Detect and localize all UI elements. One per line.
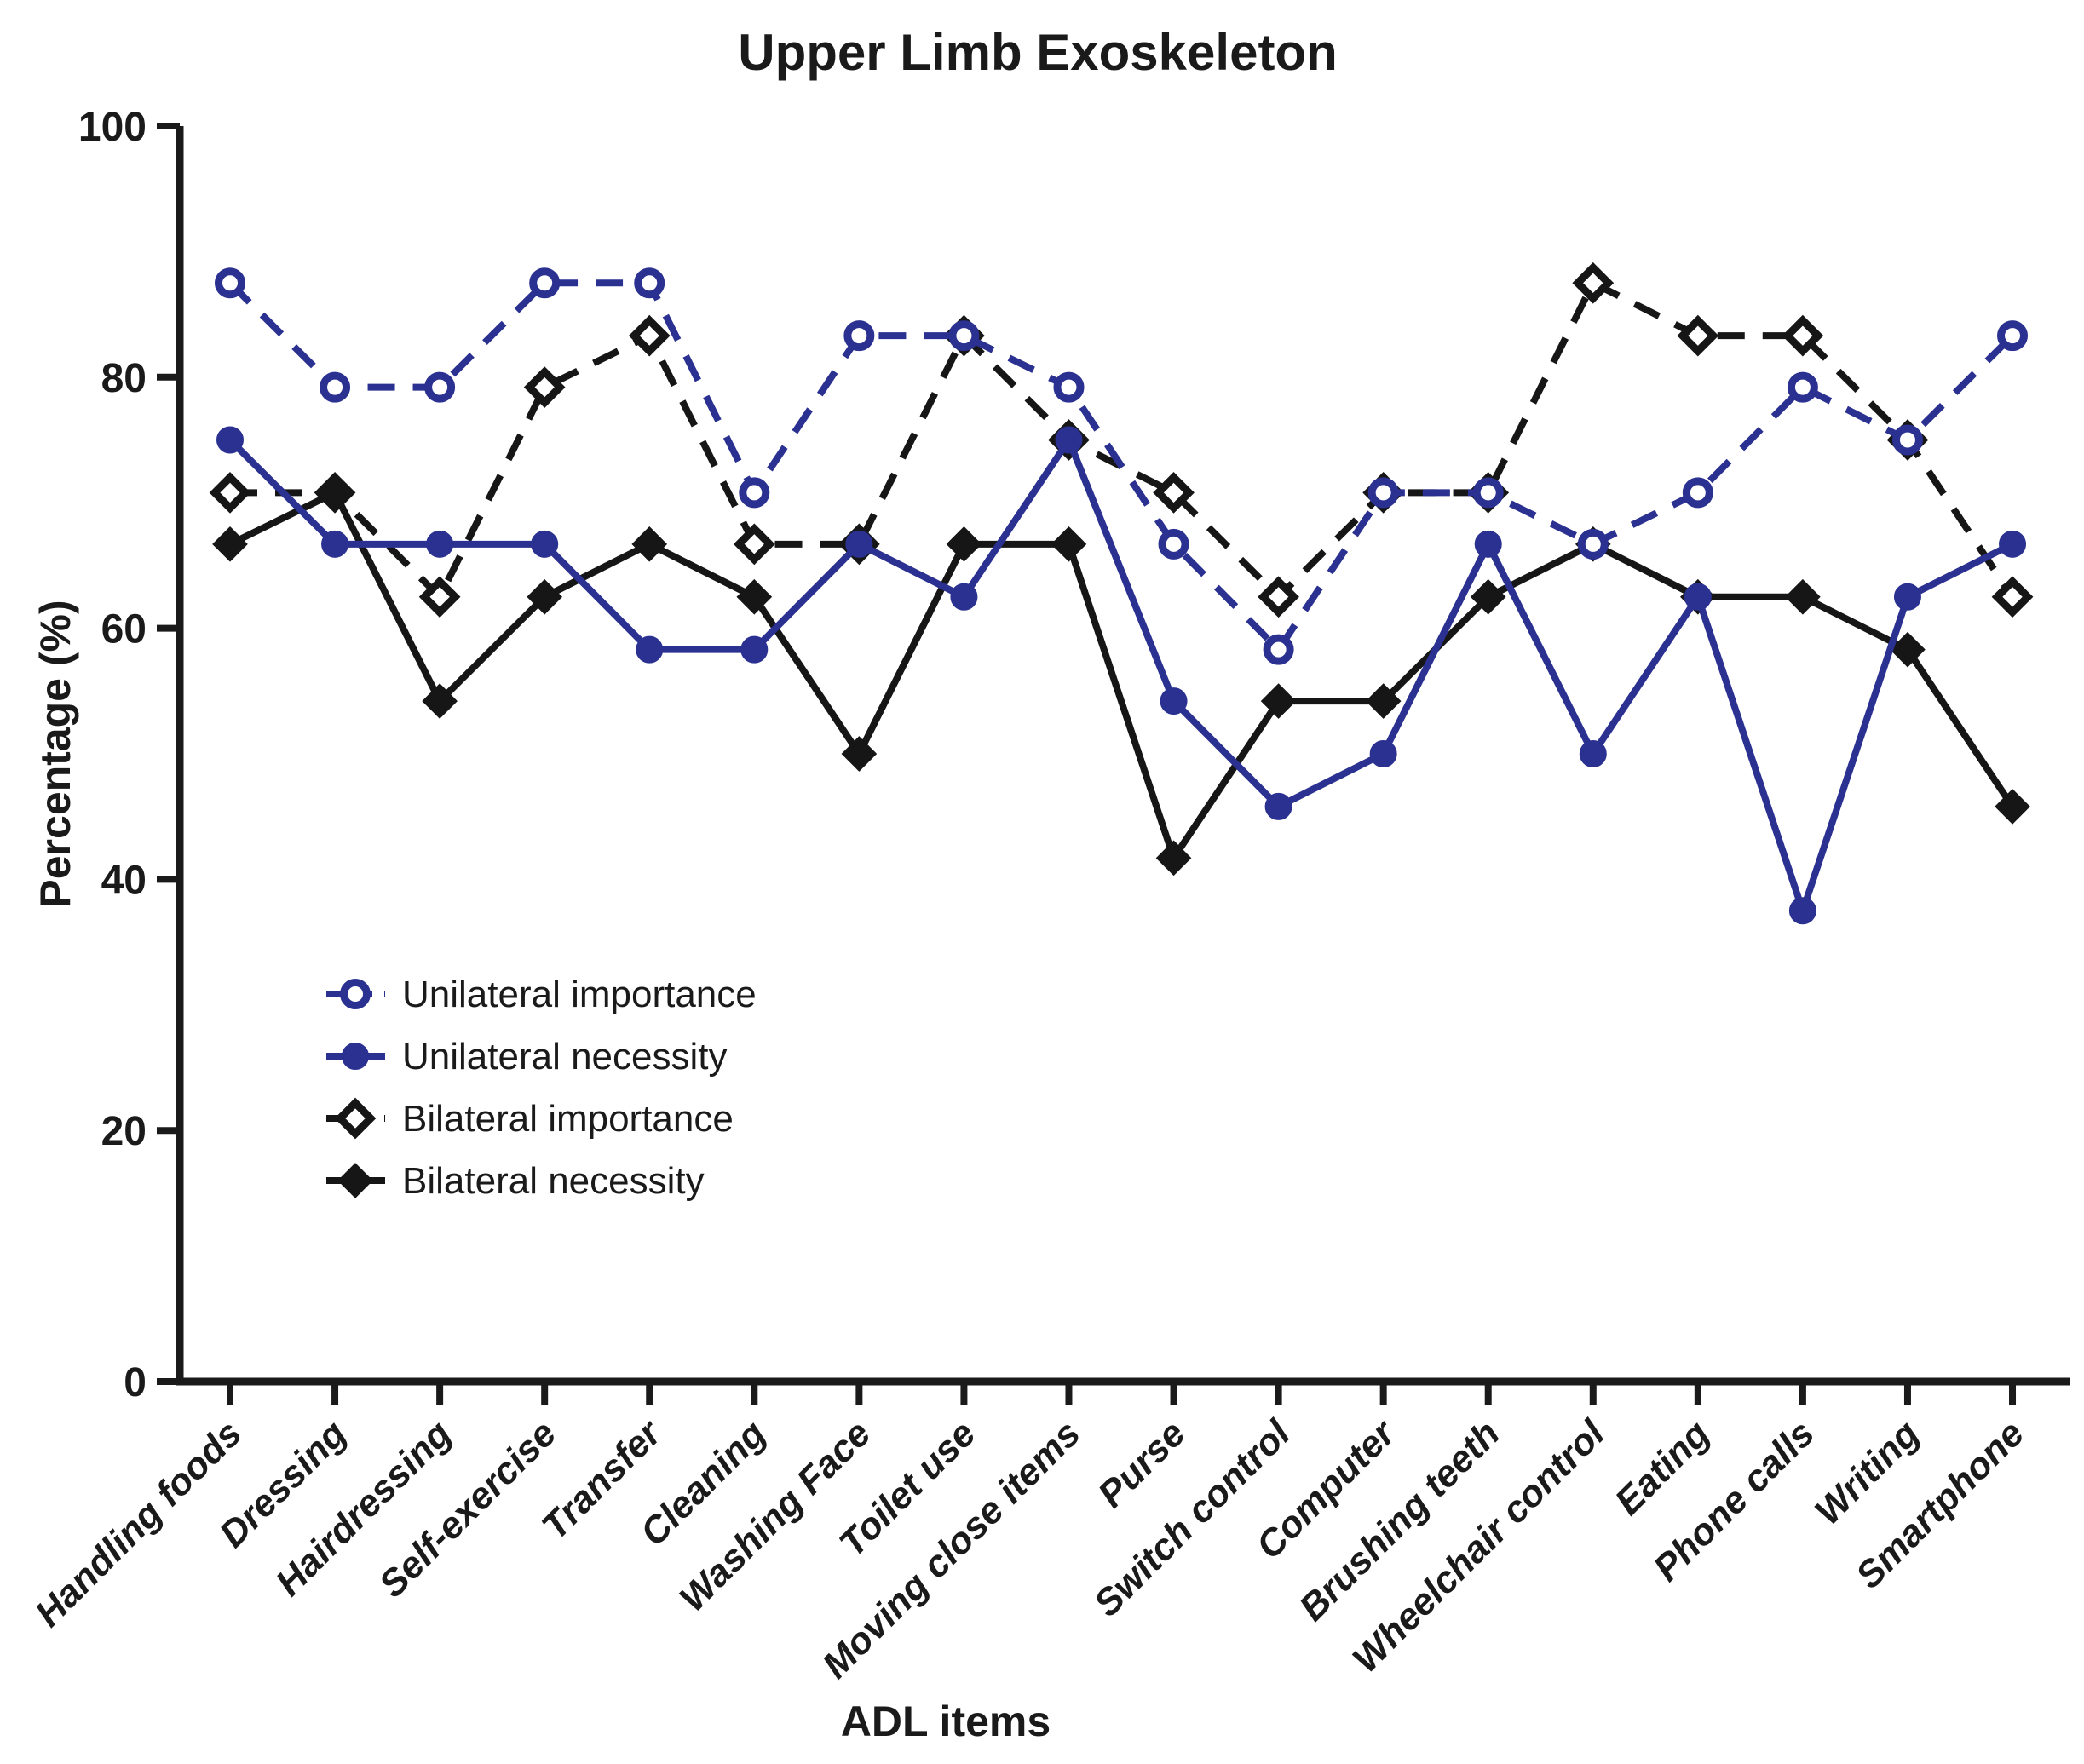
data-point-marker	[1051, 526, 1087, 562]
data-point-marker	[1788, 897, 1816, 925]
data-point-marker	[426, 530, 454, 558]
legend-label: Unilateral necessity	[402, 1036, 728, 1077]
data-point-marker	[736, 578, 773, 615]
data-point-marker	[1893, 583, 1921, 611]
data-point-marker	[1891, 424, 1923, 456]
data-point-marker	[841, 736, 878, 772]
data-point-marker	[1785, 578, 1821, 615]
series-line	[227, 436, 2014, 915]
chart-legend: Unilateral importance Unilateral necessit…	[326, 974, 757, 1202]
data-point-marker	[948, 320, 980, 352]
y-tick-label: 80	[101, 356, 147, 401]
data-point-marker	[739, 477, 770, 509]
data-point-marker	[628, 314, 671, 357]
data-point-marker	[1160, 687, 1188, 715]
y-axis-ticks: 0 20 40 60 80 100	[78, 105, 180, 1405]
x-axis-labels: Handling foodsDressingHairdressingSelf-e…	[27, 1411, 2032, 1686]
data-point-marker	[531, 530, 559, 558]
chart-title: Upper Limb Exoskeleton	[738, 24, 1337, 81]
data-point-marker	[740, 635, 769, 664]
data-point-marker	[1579, 740, 1607, 767]
data-point-marker	[634, 267, 665, 299]
data-point-marker	[1677, 314, 1719, 357]
data-point-marker	[342, 1043, 369, 1070]
data-point-marker	[320, 371, 351, 403]
data-point-marker	[1055, 426, 1083, 454]
data-point-marker	[1258, 576, 1299, 618]
data-point-marker	[523, 366, 566, 408]
data-point-marker	[1572, 261, 1615, 304]
data-point-marker	[529, 267, 561, 299]
legend-item: Bilateral necessity	[326, 1160, 705, 1202]
y-tick-label: 100	[78, 105, 147, 150]
legend-item: Bilateral importance	[326, 1097, 734, 1140]
data-point-marker	[1260, 683, 1297, 719]
data-point-marker	[1995, 789, 2030, 825]
y-axis-title: Percentage (%)	[32, 600, 79, 907]
data-point-marker	[843, 320, 875, 352]
data-series	[209, 261, 2034, 925]
series-filled-circle	[216, 426, 2027, 925]
x-tick-label: Purse	[1090, 1412, 1193, 1515]
data-point-marker	[321, 530, 349, 558]
data-point-marker	[1264, 792, 1292, 820]
data-point-marker	[1472, 477, 1504, 509]
data-point-marker	[1053, 371, 1085, 403]
data-point-marker	[337, 1163, 373, 1198]
data-point-marker	[1367, 477, 1399, 509]
data-point-marker	[424, 371, 456, 403]
data-point-marker	[215, 267, 245, 299]
series-filled-diamond	[212, 474, 2030, 876]
data-point-marker	[950, 583, 978, 611]
legend-item: Unilateral importance	[326, 974, 757, 1015]
y-tick-label: 20	[101, 1109, 147, 1154]
data-point-marker	[1369, 740, 1397, 767]
data-point-marker	[1470, 578, 1506, 615]
data-point-marker	[334, 1097, 377, 1140]
data-point-marker	[317, 474, 353, 511]
data-point-marker	[1263, 634, 1294, 665]
data-point-marker	[1158, 528, 1189, 560]
data-point-marker	[1155, 840, 1192, 876]
data-point-marker	[1577, 528, 1609, 560]
series-line	[227, 279, 2015, 653]
data-point-marker	[845, 530, 873, 558]
legend-label: Unilateral importance	[402, 974, 757, 1015]
data-point-marker	[1474, 530, 1502, 558]
data-point-marker	[1997, 320, 2029, 352]
data-point-marker	[340, 979, 371, 1009]
data-point-marker	[422, 683, 458, 719]
data-point-marker	[1991, 576, 2034, 618]
legend-label: Bilateral necessity	[402, 1160, 705, 1202]
data-point-marker	[212, 526, 248, 562]
data-point-marker	[636, 635, 664, 664]
data-point-marker	[631, 526, 668, 562]
data-point-marker	[1999, 530, 2027, 558]
data-point-marker	[1682, 477, 1713, 509]
data-point-marker	[1782, 314, 1824, 357]
y-tick-label: 60	[101, 607, 147, 652]
x-tick-label: Washing Face	[671, 1412, 878, 1619]
y-tick-label: 40	[101, 858, 147, 903]
data-point-marker	[1153, 472, 1195, 514]
legend-item: Unilateral necessity	[326, 1036, 728, 1077]
data-point-marker	[1787, 371, 1818, 403]
series-open-circle	[215, 267, 2029, 665]
x-axis-ticks	[227, 1382, 2017, 1405]
data-point-marker	[733, 523, 775, 566]
data-point-marker	[418, 576, 461, 618]
series-open-diamond	[209, 261, 2034, 618]
data-point-marker	[209, 472, 251, 514]
x-axis-title: ADL items	[841, 1698, 1051, 1745]
data-point-marker	[1365, 683, 1402, 719]
data-point-marker	[527, 578, 563, 615]
data-point-marker	[1890, 631, 1926, 668]
data-point-marker	[1684, 583, 1712, 611]
data-point-marker	[946, 526, 982, 562]
y-tick-label: 0	[124, 1360, 147, 1405]
data-point-marker	[216, 426, 244, 454]
legend-label: Bilateral importance	[402, 1098, 734, 1140]
